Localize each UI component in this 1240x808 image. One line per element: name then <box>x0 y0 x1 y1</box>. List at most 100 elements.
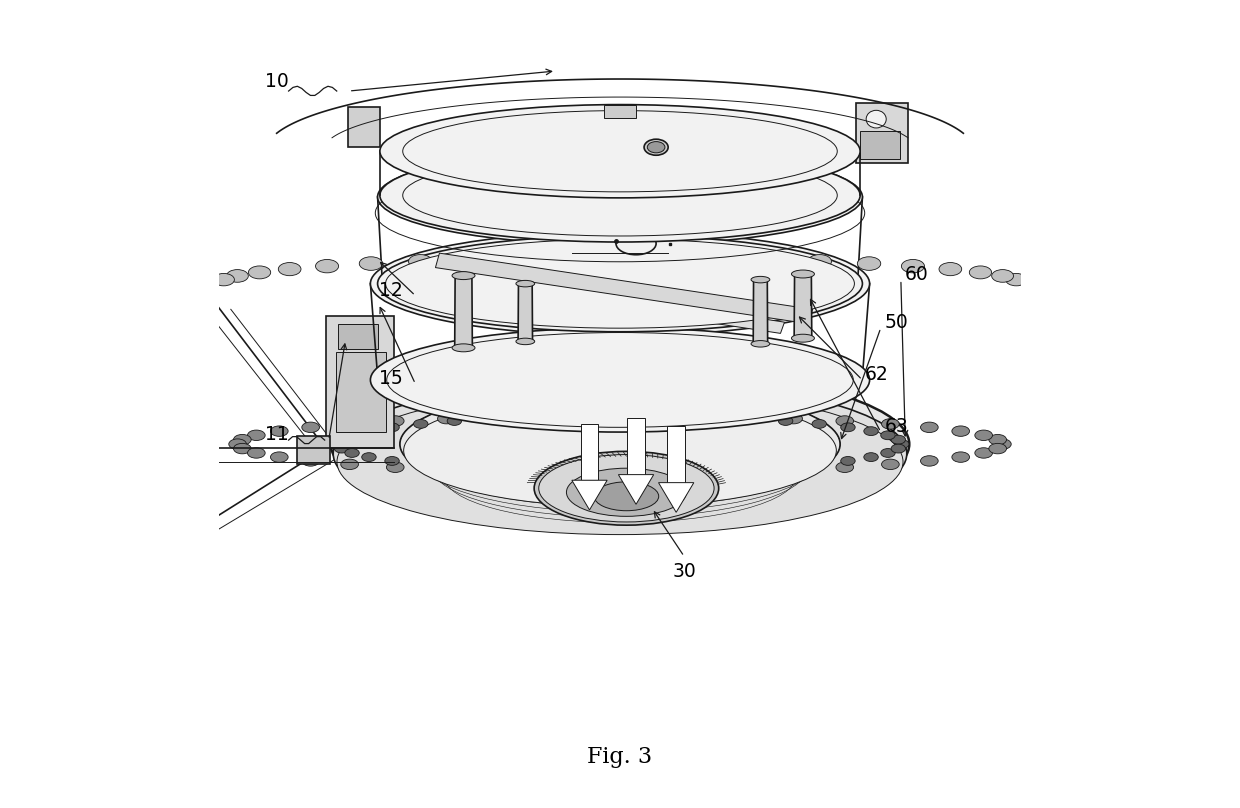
Ellipse shape <box>594 482 658 511</box>
Polygon shape <box>794 274 812 339</box>
Ellipse shape <box>341 459 358 469</box>
Polygon shape <box>298 436 330 464</box>
Ellipse shape <box>414 419 428 428</box>
Polygon shape <box>861 131 900 159</box>
Ellipse shape <box>379 149 861 242</box>
Ellipse shape <box>301 422 320 432</box>
Ellipse shape <box>386 153 854 242</box>
Ellipse shape <box>520 252 543 266</box>
Ellipse shape <box>993 439 1011 449</box>
Ellipse shape <box>892 436 905 444</box>
Polygon shape <box>667 427 684 482</box>
Ellipse shape <box>526 413 541 421</box>
Ellipse shape <box>988 435 1007 445</box>
Ellipse shape <box>337 389 903 535</box>
Ellipse shape <box>880 448 895 457</box>
Ellipse shape <box>360 257 383 271</box>
Ellipse shape <box>864 452 878 461</box>
Text: 12: 12 <box>379 280 403 300</box>
Polygon shape <box>627 419 645 474</box>
Ellipse shape <box>379 104 861 198</box>
Ellipse shape <box>754 253 777 267</box>
Ellipse shape <box>975 430 992 440</box>
Polygon shape <box>518 284 532 342</box>
Ellipse shape <box>345 431 360 440</box>
Ellipse shape <box>791 335 815 342</box>
Ellipse shape <box>448 417 461 425</box>
Ellipse shape <box>779 417 792 425</box>
Polygon shape <box>572 480 608 510</box>
Ellipse shape <box>270 452 288 462</box>
Ellipse shape <box>613 411 627 420</box>
Text: 60: 60 <box>905 265 929 284</box>
Ellipse shape <box>569 411 583 420</box>
Ellipse shape <box>378 149 862 245</box>
Polygon shape <box>336 351 386 432</box>
Ellipse shape <box>952 426 970 436</box>
Ellipse shape <box>399 386 841 502</box>
Ellipse shape <box>836 416 853 426</box>
Ellipse shape <box>864 427 878 436</box>
Ellipse shape <box>616 232 656 255</box>
Ellipse shape <box>270 426 288 436</box>
Ellipse shape <box>939 263 962 276</box>
Ellipse shape <box>791 270 815 278</box>
Polygon shape <box>604 105 636 117</box>
Ellipse shape <box>751 340 770 347</box>
Ellipse shape <box>841 457 856 465</box>
Ellipse shape <box>233 435 252 445</box>
Ellipse shape <box>952 452 970 462</box>
Ellipse shape <box>371 232 869 336</box>
Text: 11: 11 <box>264 425 289 444</box>
Text: 10: 10 <box>264 72 289 91</box>
Ellipse shape <box>227 270 248 282</box>
Ellipse shape <box>248 448 265 458</box>
Ellipse shape <box>403 111 837 191</box>
Ellipse shape <box>248 266 270 279</box>
Ellipse shape <box>213 273 234 286</box>
Polygon shape <box>455 276 472 347</box>
Ellipse shape <box>233 444 252 454</box>
Ellipse shape <box>516 280 534 287</box>
Ellipse shape <box>334 379 906 528</box>
Ellipse shape <box>1006 273 1027 286</box>
Ellipse shape <box>894 440 909 448</box>
Polygon shape <box>412 266 785 334</box>
Polygon shape <box>326 316 394 448</box>
Ellipse shape <box>371 328 869 432</box>
Ellipse shape <box>378 235 862 332</box>
Ellipse shape <box>611 410 629 421</box>
Ellipse shape <box>785 414 802 424</box>
Polygon shape <box>753 280 768 344</box>
Ellipse shape <box>538 455 714 522</box>
Ellipse shape <box>970 266 992 279</box>
Ellipse shape <box>403 155 837 236</box>
Ellipse shape <box>751 276 770 283</box>
Ellipse shape <box>463 253 486 267</box>
Ellipse shape <box>384 423 399 431</box>
Ellipse shape <box>362 427 376 436</box>
Ellipse shape <box>836 462 853 473</box>
Ellipse shape <box>384 457 399 465</box>
Ellipse shape <box>697 252 720 266</box>
Ellipse shape <box>315 259 339 273</box>
Ellipse shape <box>335 436 348 444</box>
Polygon shape <box>619 474 653 504</box>
Ellipse shape <box>644 139 668 155</box>
Ellipse shape <box>453 344 475 351</box>
Ellipse shape <box>812 419 826 428</box>
Ellipse shape <box>892 444 905 453</box>
Ellipse shape <box>453 271 475 280</box>
Ellipse shape <box>404 394 836 507</box>
Ellipse shape <box>485 415 500 423</box>
Ellipse shape <box>807 255 832 268</box>
Polygon shape <box>347 107 379 147</box>
Ellipse shape <box>331 440 346 448</box>
Ellipse shape <box>387 236 853 331</box>
Ellipse shape <box>729 412 746 422</box>
Text: Fig. 3: Fig. 3 <box>588 746 652 768</box>
Text: 50: 50 <box>885 313 909 332</box>
Ellipse shape <box>341 419 358 429</box>
Ellipse shape <box>920 422 939 432</box>
Ellipse shape <box>857 257 880 271</box>
